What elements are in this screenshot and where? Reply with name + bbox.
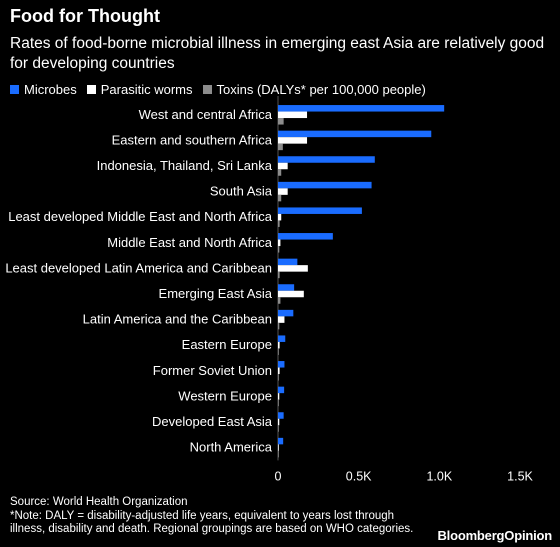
bar-microbes xyxy=(278,207,362,214)
legend-swatch-worms xyxy=(86,85,96,94)
bar-worms xyxy=(278,418,280,426)
x-tick-label: 1.5K xyxy=(507,469,533,483)
category-label: Least developed Latin America and Caribb… xyxy=(5,260,272,275)
bar-toxins xyxy=(278,143,283,151)
category-label: Indonesia, Thailand, Sri Lanka xyxy=(97,158,273,173)
bar-toxins xyxy=(278,271,280,279)
bar-worms xyxy=(278,239,281,247)
legend: Microbes Parasitic worms Toxins (DALYs* … xyxy=(10,82,426,97)
bar-microbes xyxy=(278,156,375,163)
bar-microbes xyxy=(278,233,333,240)
bar-worms xyxy=(278,188,288,195)
category-label: West and central Africa xyxy=(139,107,273,122)
bar-microbes xyxy=(278,437,284,445)
bar-toxins xyxy=(278,322,280,330)
legend-item-microbes: Microbes xyxy=(10,82,77,97)
x-tick-label: 1.0K xyxy=(426,469,452,483)
bar-worms xyxy=(278,367,280,375)
bar-microbes xyxy=(278,361,285,368)
bar-worms xyxy=(278,393,280,400)
bar-microbes xyxy=(278,284,295,291)
bar-microbes xyxy=(278,181,372,189)
bar-toxins xyxy=(278,348,279,355)
bar-microbes xyxy=(278,105,445,112)
bar-toxins xyxy=(278,425,279,432)
bar-worms xyxy=(278,444,279,451)
bar-microbes xyxy=(278,386,285,394)
brand-part2: Opinion xyxy=(504,528,552,543)
legend-label-worms: Parasitic worms xyxy=(100,82,193,97)
category-label: Latin America and the Caribbean xyxy=(83,312,272,327)
x-tick-label: 0 xyxy=(275,469,282,483)
bar-worms xyxy=(278,265,308,272)
bar-toxins xyxy=(278,399,279,407)
bar-microbes xyxy=(278,258,298,266)
legend-item-toxins: Toxins (DALYs* per 100,000 people) xyxy=(202,82,426,97)
category-label: Eastern Europe xyxy=(182,337,272,352)
category-label: Developed East Asia xyxy=(152,414,273,429)
x-tick-label: 0.5K xyxy=(346,469,372,483)
source-note: Source: World Health Organization xyxy=(10,496,188,508)
legend-swatch-microbes xyxy=(10,85,19,94)
brand-part1: Bloomberg xyxy=(437,528,505,543)
category-label: Former Soviet Union xyxy=(153,363,272,378)
legend-item-worms: Parasitic worms xyxy=(86,82,193,97)
bar-toxins xyxy=(278,169,282,176)
chart-title: Food for Thought xyxy=(10,6,160,26)
category-label: Western Europe xyxy=(178,388,272,403)
bar-worms xyxy=(278,213,282,221)
bar-toxins xyxy=(278,194,282,202)
bar-worms xyxy=(278,111,308,119)
bar-chart: West and central Africa Eastern and south… xyxy=(5,96,534,483)
bar-worms xyxy=(278,341,280,349)
bar-toxins xyxy=(278,118,284,125)
chart-subtitle: Rates of food-borne microbial illness in… xyxy=(10,35,545,72)
legend-swatch-toxins xyxy=(202,85,212,94)
bar-microbes xyxy=(278,130,432,138)
category-label: North America xyxy=(190,440,273,455)
bar-toxins xyxy=(278,220,280,227)
category-label: Eastern and southern Africa xyxy=(112,132,273,147)
category-label: South Asia xyxy=(210,184,273,199)
bar-toxins xyxy=(278,246,280,253)
daly-note: *Note: DALY = disability-adjusted life y… xyxy=(10,509,414,536)
category-label: Emerging East Asia xyxy=(159,286,273,301)
bar-microbes xyxy=(278,335,286,342)
bar-microbes xyxy=(278,412,284,419)
brand-logo: BloombergOpinion xyxy=(437,528,552,543)
bar-worms xyxy=(278,290,304,298)
legend-label-microbes: Microbes xyxy=(24,82,77,97)
bar-worms xyxy=(278,137,308,144)
bar-toxins xyxy=(278,450,279,458)
legend-label-toxins: Toxins (DALYs* per 100,000 people) xyxy=(216,82,426,97)
bar-microbes xyxy=(278,309,294,317)
footer: Source: World Health Organization *Note:… xyxy=(10,496,430,537)
bar-worms xyxy=(278,162,288,170)
category-label: Middle East and North Africa xyxy=(107,235,273,250)
bar-toxins xyxy=(278,374,279,381)
category-label: Least developed Middle East and North Af… xyxy=(8,209,273,224)
bar-toxins xyxy=(278,297,281,304)
bar-worms xyxy=(278,316,285,323)
